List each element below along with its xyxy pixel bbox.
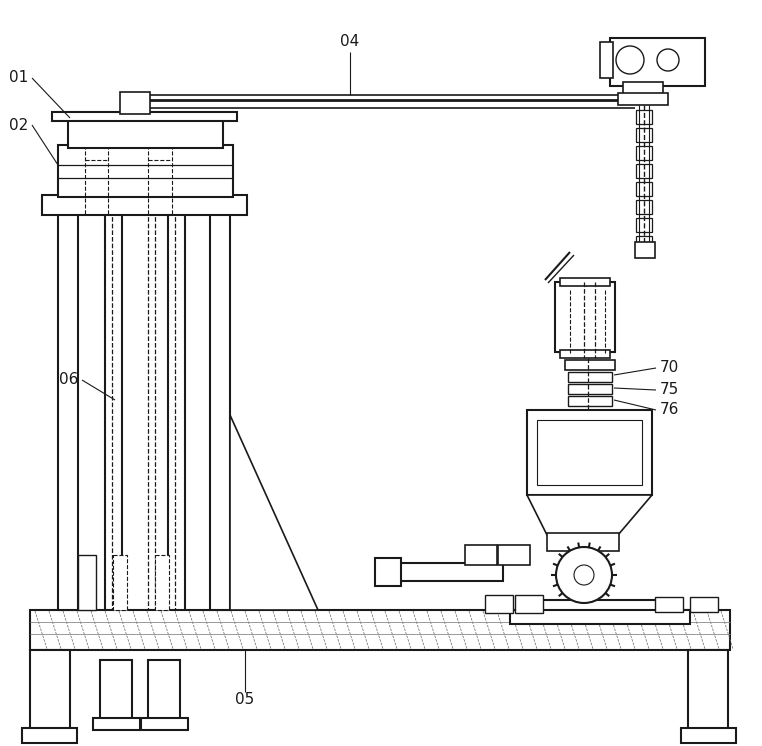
Bar: [690, 597, 718, 612]
Bar: [688, 650, 728, 730]
Bar: [58, 145, 233, 197]
Circle shape: [574, 565, 594, 585]
Bar: [113, 555, 127, 610]
Text: 06: 06: [59, 372, 78, 387]
Bar: [515, 595, 543, 613]
Circle shape: [616, 46, 644, 74]
Bar: [610, 38, 705, 86]
Bar: [623, 82, 663, 97]
Bar: [636, 164, 652, 178]
Bar: [141, 718, 188, 730]
Polygon shape: [230, 415, 318, 610]
Text: 02: 02: [8, 118, 28, 133]
Text: 76: 76: [660, 403, 680, 418]
Bar: [568, 396, 612, 406]
Bar: [148, 660, 180, 720]
Bar: [93, 718, 140, 730]
Bar: [210, 210, 230, 610]
Bar: [375, 558, 401, 586]
Bar: [485, 595, 513, 613]
Bar: [22, 728, 77, 743]
Bar: [560, 350, 610, 358]
Bar: [635, 242, 655, 258]
Text: 75: 75: [660, 383, 679, 398]
Bar: [520, 600, 680, 612]
Bar: [636, 182, 652, 196]
Bar: [636, 128, 652, 142]
Bar: [636, 200, 652, 214]
Bar: [555, 282, 615, 352]
Text: 70: 70: [660, 360, 679, 375]
Bar: [681, 728, 736, 743]
Text: 04: 04: [341, 34, 360, 49]
Bar: [52, 112, 237, 121]
Bar: [100, 660, 132, 720]
Bar: [565, 360, 615, 370]
Bar: [547, 533, 619, 551]
Bar: [618, 93, 668, 105]
Bar: [498, 545, 530, 565]
Bar: [155, 555, 169, 610]
Bar: [600, 42, 613, 78]
Bar: [58, 210, 78, 610]
Bar: [68, 118, 223, 148]
Bar: [527, 410, 652, 495]
Polygon shape: [527, 495, 652, 535]
Bar: [120, 92, 150, 114]
Bar: [568, 384, 612, 394]
Bar: [636, 146, 652, 160]
Bar: [655, 597, 683, 612]
Bar: [78, 555, 96, 610]
Text: 01: 01: [8, 71, 28, 86]
Bar: [30, 610, 730, 650]
Circle shape: [657, 49, 679, 71]
Bar: [30, 650, 70, 730]
Bar: [636, 110, 652, 124]
Circle shape: [556, 547, 612, 603]
Bar: [398, 563, 503, 581]
Bar: [537, 420, 642, 485]
Text: 05: 05: [235, 692, 255, 707]
Bar: [465, 545, 497, 565]
Bar: [636, 218, 652, 232]
Bar: [560, 278, 610, 286]
Bar: [42, 195, 247, 215]
Bar: [568, 372, 612, 382]
Bar: [636, 236, 652, 250]
Bar: [510, 610, 690, 624]
